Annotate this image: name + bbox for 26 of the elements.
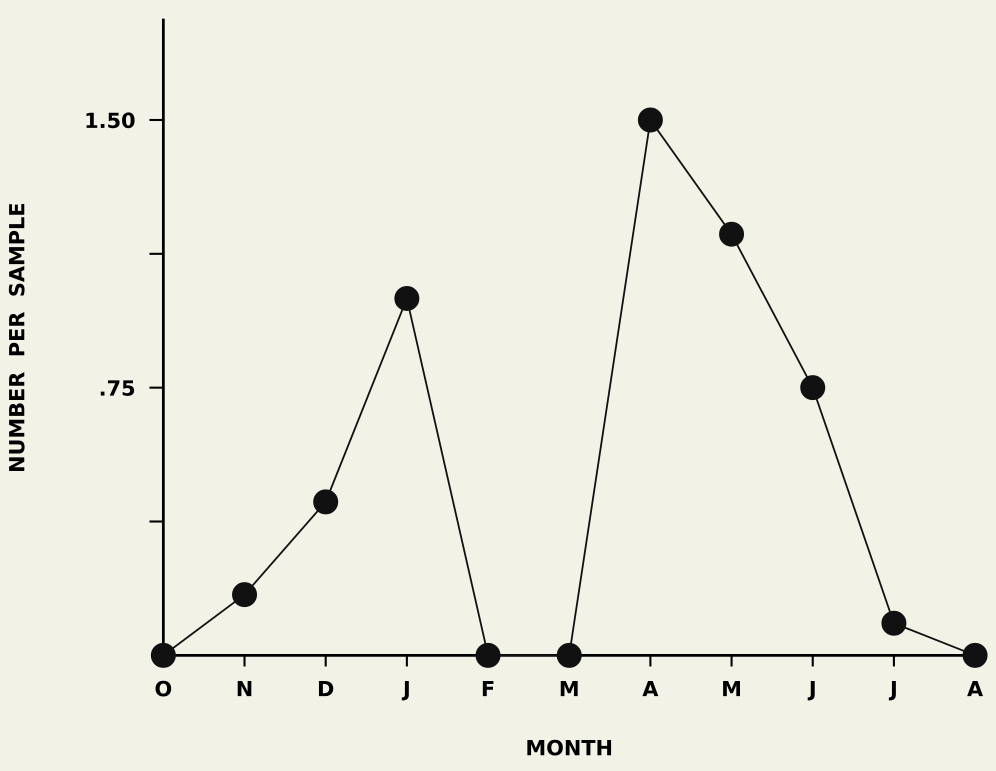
x-tick-label: M: [723, 680, 740, 696]
x-tick-label: J: [402, 680, 409, 700]
x-tick-label: M: [560, 680, 578, 696]
point: [150, 642, 176, 668]
y-tick-label: 1.50: [86, 112, 135, 128]
point: [800, 375, 826, 400]
point: [476, 642, 501, 668]
point: [394, 286, 420, 311]
y-tick-label: .75: [100, 380, 134, 396]
point: [232, 582, 258, 608]
x-tick-label: J: [808, 680, 815, 700]
x-tick-label: J: [888, 680, 896, 700]
x-tick-label: D: [318, 680, 334, 696]
point: [881, 610, 906, 636]
point: [638, 107, 663, 132]
x-tick-label: O: [156, 680, 172, 696]
y-axis-title: NUMBER PER SAMPLE: [8, 204, 25, 471]
point: [962, 642, 988, 668]
x-tick-label: N: [238, 680, 252, 696]
x-tick-label: A: [642, 680, 658, 696]
x-axis-title: MONTH: [527, 740, 612, 756]
x-tick-label: F: [482, 680, 494, 696]
x-tick-label: A: [967, 680, 984, 696]
point: [719, 222, 744, 247]
point: [556, 642, 582, 668]
point: [313, 489, 338, 514]
